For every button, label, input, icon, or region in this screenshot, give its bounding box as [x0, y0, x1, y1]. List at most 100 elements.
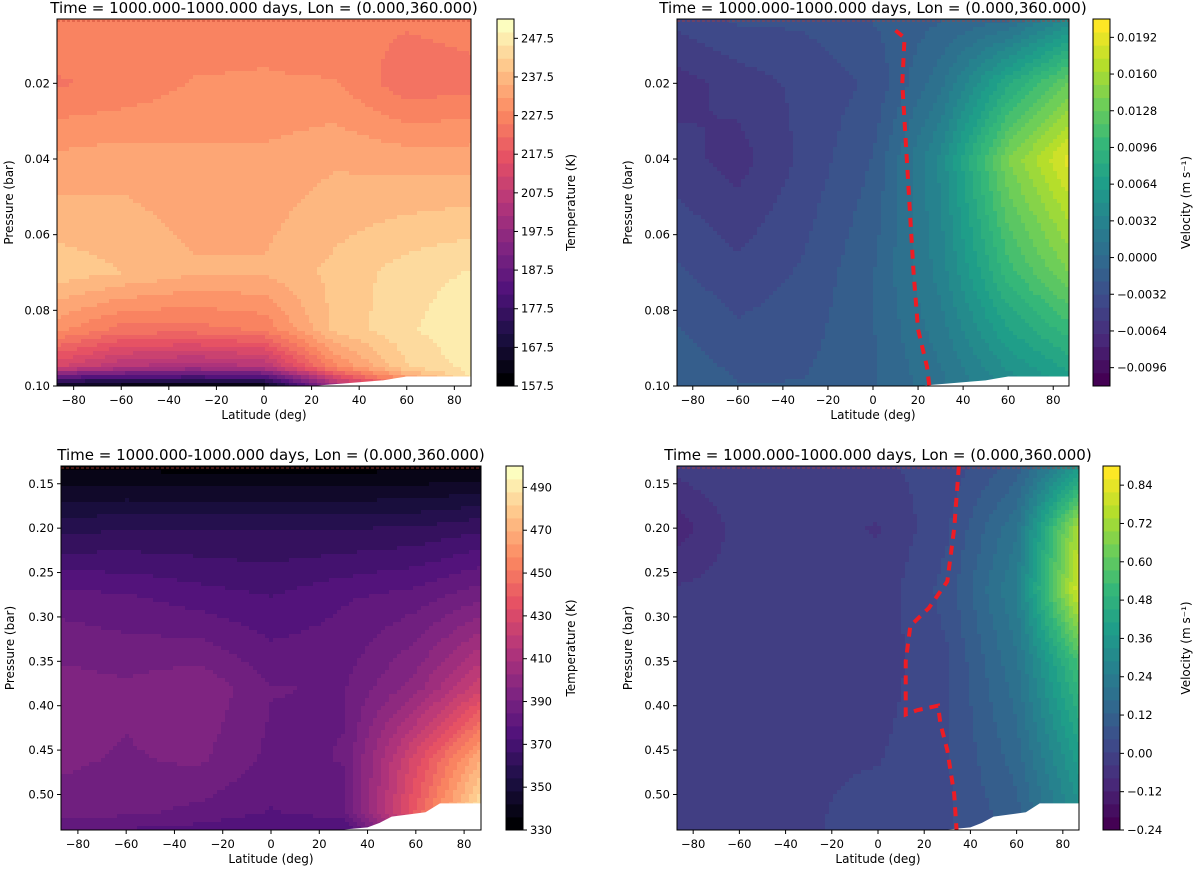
- y-axis-label: Pressure (bar): [621, 606, 635, 690]
- x-tick-label: 0: [267, 837, 274, 851]
- x-tick-label: 80: [1046, 393, 1061, 407]
- colorbar-tick-label: 0.0160: [1117, 67, 1157, 81]
- y-tick-label: 0.30: [28, 610, 54, 624]
- colorbar: 247.5 237.5 227.5 217.5 207.5 197.5 187.5 177.5…: [496, 18, 578, 393]
- colorbar-tick-label: 177.5: [521, 302, 554, 316]
- chart-title: Time = 1000.000-1000.000 days, Lon = (0.…: [663, 446, 1091, 464]
- colorbar-tick-label: 410: [530, 652, 552, 666]
- x-tick-label: −40: [773, 837, 797, 851]
- colorbar-tick-label: 0.24: [1127, 670, 1153, 684]
- chart-panel-1: −80 −60 −40 −20 0 20 40 60 80 0.02 0.04 0.06 0.08 0.1…: [2, 0, 578, 422]
- chart-panel-2: −80 −60 −40 −20 0 20 40 60 80 0.02 0.04 0.06 0.08 0.1…: [621, 0, 1193, 422]
- x-tick-label: −60: [109, 393, 133, 407]
- colorbar-tick-label: 0.60: [1127, 555, 1153, 569]
- colorbar-tick-label: 0.0000: [1117, 251, 1157, 265]
- x-tick-label: 0: [260, 393, 267, 407]
- y-tick-label: 0.40: [644, 699, 670, 713]
- colorbar-tick-label: 0.12: [1127, 708, 1153, 722]
- colorbar-tick-label: 0.0192: [1117, 30, 1157, 44]
- x-tick-label: −20: [820, 837, 844, 851]
- x-tick-label: 60: [399, 393, 414, 407]
- colorbar-tick-label: 0.0096: [1117, 140, 1157, 154]
- chart-panel-3: −80 −60 −40 −20 0 20 40 60 80 0.15 0.20 0.25 0.30 0.3…: [3, 446, 578, 866]
- x-tick-label: 40: [352, 393, 367, 407]
- x-axis-label: Latitude (deg): [835, 852, 920, 866]
- y-tick-label: 0.50: [644, 787, 670, 801]
- y-axis-label: Pressure (bar): [3, 606, 17, 690]
- x-tick-label: −40: [771, 393, 795, 407]
- zero-wind-dashed-line: [894, 28, 932, 386]
- y-tick-label: 0.20: [28, 521, 54, 535]
- colorbar-tick-label: −0.12: [1127, 785, 1162, 799]
- x-tick-label: −40: [162, 837, 186, 851]
- colorbar-tick-label: 157.5: [521, 379, 554, 393]
- x-tick-label: 80: [1056, 837, 1071, 851]
- x-tick-label: −20: [211, 837, 235, 851]
- y-tick-label: 0.15: [28, 477, 54, 491]
- y-tick-label: 0.06: [24, 228, 50, 242]
- colorbar-tick-label: 0.0064: [1117, 177, 1157, 191]
- x-tick-label: −80: [66, 837, 90, 851]
- colorbar-tick-label: 227.5: [521, 109, 554, 123]
- colorbar-tick-label: 247.5: [521, 31, 554, 45]
- colorbar-tick-label: 237.5: [521, 70, 554, 84]
- chart-title: Time = 1000.000-1000.000 days, Lon = (0.…: [49, 0, 477, 17]
- masked-region: [338, 803, 481, 830]
- colorbar-tick-label: 0.00: [1127, 746, 1153, 760]
- x-tick-label: 40: [956, 393, 971, 407]
- y-tick-label: 0.04: [24, 152, 50, 166]
- colorbar-tick-label: 167.5: [521, 340, 554, 354]
- colorbar-tick-label: 330: [530, 823, 552, 837]
- colorbar-tick-label: 207.5: [521, 186, 554, 200]
- colorbar-tick-label: 370: [530, 737, 552, 751]
- colorbar-tick-label: 430: [530, 609, 552, 623]
- colorbar-tick-label: 390: [530, 695, 552, 709]
- x-axis-label: Latitude (deg): [228, 852, 313, 866]
- y-axis-label: Pressure (bar): [621, 160, 635, 244]
- colorbar-tick-label: 470: [530, 523, 552, 537]
- y-tick-label: 0.10: [644, 379, 670, 393]
- chart-title: Time = 1000.000-1000.000 days, Lon = (0.…: [658, 0, 1086, 17]
- masked-region: [311, 376, 471, 386]
- y-axis-label: Pressure (bar): [2, 160, 16, 244]
- colorbar-tick-label: 0.0032: [1117, 214, 1157, 228]
- colorbar-tick-label: 490: [530, 480, 552, 494]
- colorbar-tick-label: 0.36: [1127, 631, 1153, 645]
- colorbar-tick-label: 197.5: [521, 224, 554, 238]
- colorbar-tick-label: 187.5: [521, 263, 554, 277]
- x-tick-label: 40: [360, 837, 375, 851]
- y-tick-label: 0.20: [644, 521, 670, 535]
- x-axis-label: Latitude (deg): [221, 408, 306, 422]
- x-tick-label: 80: [447, 393, 462, 407]
- chart-title: Time = 1000.000-1000.000 days, Lon = (0.…: [56, 446, 484, 464]
- chart-panel-4: −80 −60 −40 −20 0 20 40 60 80 0.15 0.20 0.25 0.30 0.3…: [621, 446, 1193, 866]
- colorbar: 490 470 450 430 410 390 370 350 330 Temperature (…: [505, 465, 578, 837]
- contour-field: [61, 466, 481, 830]
- contour-field: [677, 19, 1069, 386]
- colorbar-tick-label: 0.84: [1127, 478, 1153, 492]
- colorbar-label: Velocity (m s⁻¹): [1179, 156, 1193, 249]
- colorbar-tick-label: 0.48: [1127, 593, 1153, 607]
- x-tick-label: −60: [114, 837, 138, 851]
- x-tick-label: 60: [1009, 837, 1024, 851]
- zero-wind-dashed-line: [903, 466, 961, 830]
- colorbar-tick-label: −0.24: [1127, 823, 1162, 837]
- y-tick-label: 0.08: [24, 303, 50, 317]
- x-tick-label: 20: [917, 837, 932, 851]
- contour-field: [677, 466, 1079, 830]
- y-tick-label: 0.08: [644, 303, 670, 317]
- x-tick-label: −40: [157, 393, 181, 407]
- y-tick-label: 0.45: [644, 743, 670, 757]
- colorbar-label: Temperature (K): [564, 154, 578, 252]
- colorbar-label: Temperature (K): [564, 599, 578, 697]
- x-tick-label: 60: [409, 837, 424, 851]
- x-tick-label: 0: [869, 393, 876, 407]
- y-tick-label: 0.25: [644, 566, 670, 580]
- x-tick-label: 60: [1001, 393, 1016, 407]
- x-tick-label: 20: [911, 393, 926, 407]
- x-tick-label: −20: [204, 393, 228, 407]
- y-tick-label: 0.30: [644, 610, 670, 624]
- y-tick-label: 0.50: [28, 787, 54, 801]
- colorbar-tick-label: 0.72: [1127, 516, 1153, 530]
- colorbar-tick-label: 217.5: [521, 147, 554, 161]
